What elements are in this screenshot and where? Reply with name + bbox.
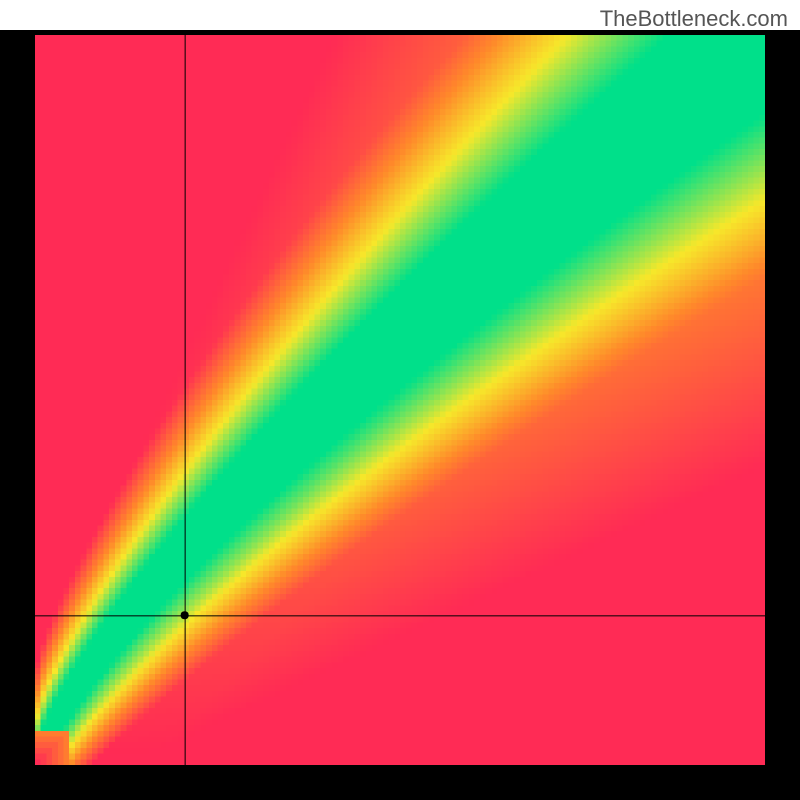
root: TheBottleneck.com [0, 0, 800, 800]
crosshair-overlay [35, 35, 765, 765]
watermark-text: TheBottleneck.com [600, 6, 788, 32]
chart-frame [0, 30, 800, 800]
heatmap-plot [35, 35, 765, 765]
